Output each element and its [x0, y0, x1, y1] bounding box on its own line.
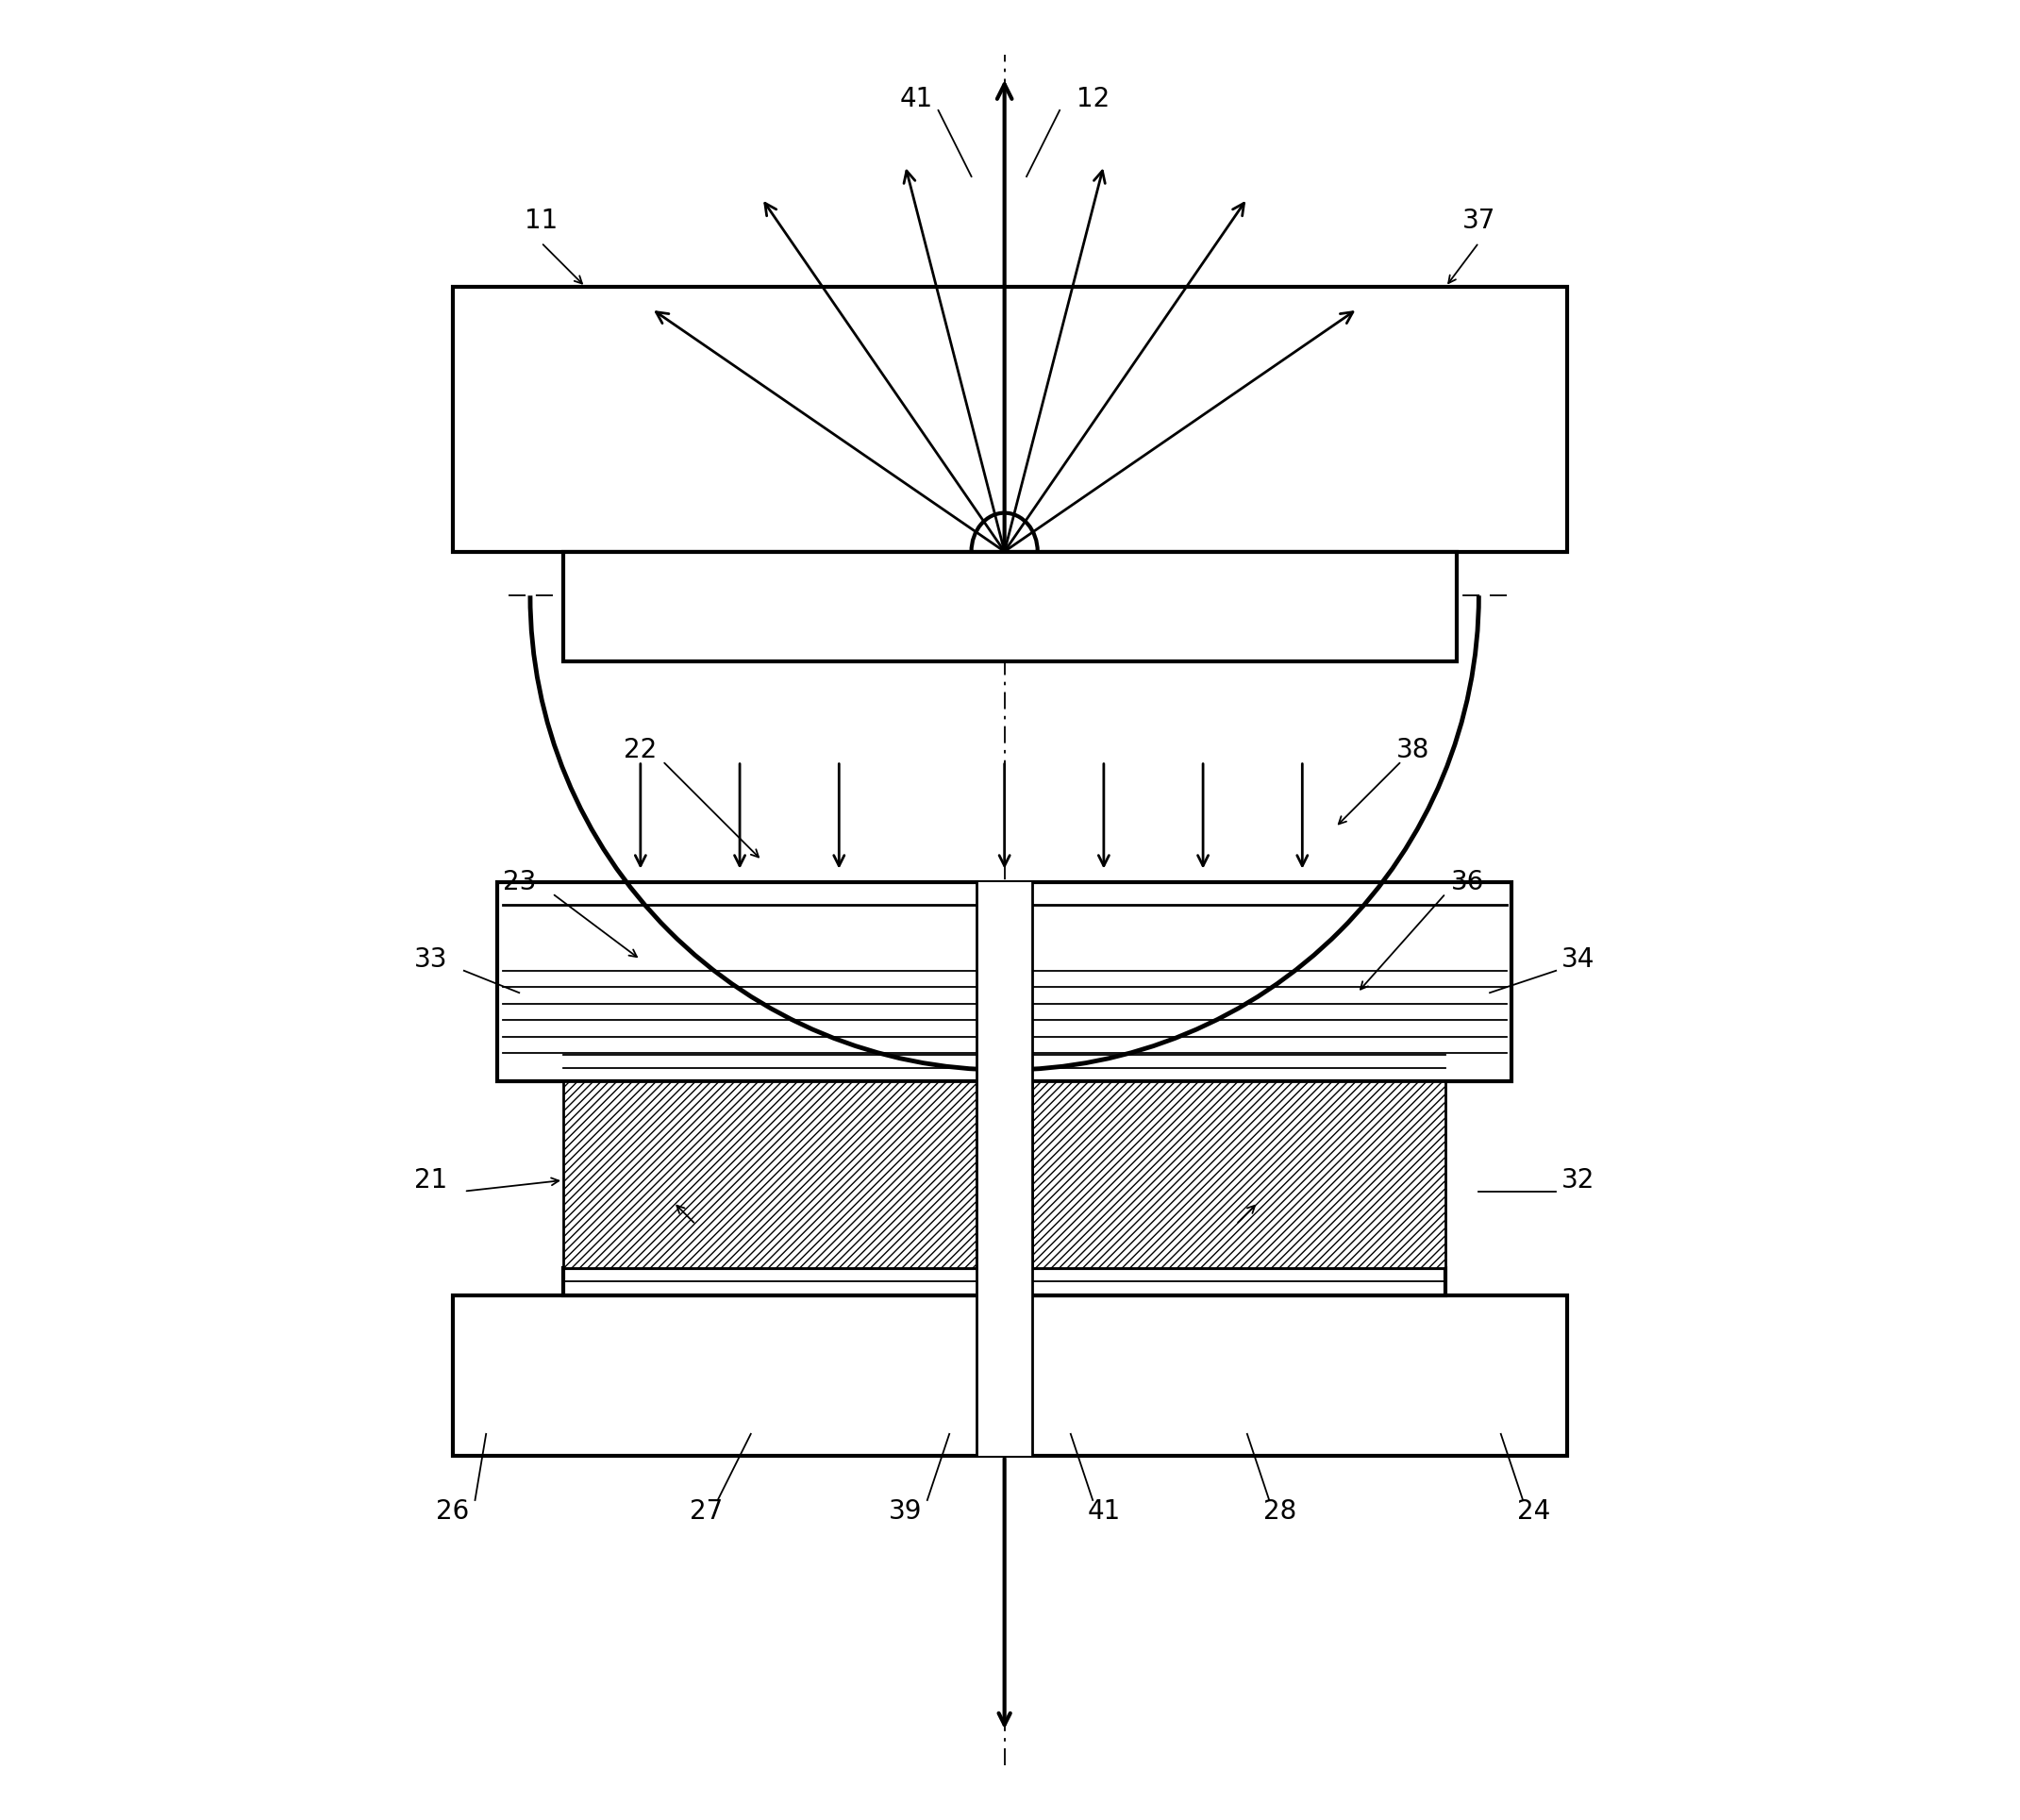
Bar — [978, 883, 1032, 1456]
Text: 41: 41 — [899, 86, 933, 113]
Text: 12: 12 — [1077, 86, 1109, 113]
Bar — [452, 288, 1568, 551]
Text: 41: 41 — [1087, 1498, 1121, 1525]
Text: 29: 29 — [646, 1199, 679, 1227]
Text: 38: 38 — [1396, 737, 1430, 763]
Text: 39: 39 — [889, 1498, 921, 1525]
Text: 23: 23 — [503, 870, 535, 895]
Text: 34: 34 — [1561, 946, 1594, 974]
Bar — [452, 1296, 1568, 1456]
Bar — [564, 551, 1456, 662]
Text: 22: 22 — [624, 737, 656, 763]
Text: 32: 32 — [1561, 1167, 1594, 1194]
Bar — [1032, 1081, 1446, 1269]
Bar — [564, 1081, 978, 1269]
Text: 37: 37 — [1462, 207, 1495, 233]
Text: 21: 21 — [414, 1167, 448, 1194]
Bar — [564, 1269, 1446, 1296]
Text: 36: 36 — [1450, 870, 1485, 895]
Text: 33: 33 — [414, 946, 448, 974]
Text: 11: 11 — [525, 207, 558, 233]
Bar — [497, 883, 1511, 1081]
Text: 24: 24 — [1517, 1498, 1551, 1525]
Text: 28: 28 — [1265, 1498, 1297, 1525]
Text: 27: 27 — [691, 1498, 723, 1525]
Text: 26: 26 — [436, 1498, 469, 1525]
Text: 31: 31 — [1242, 1199, 1275, 1227]
